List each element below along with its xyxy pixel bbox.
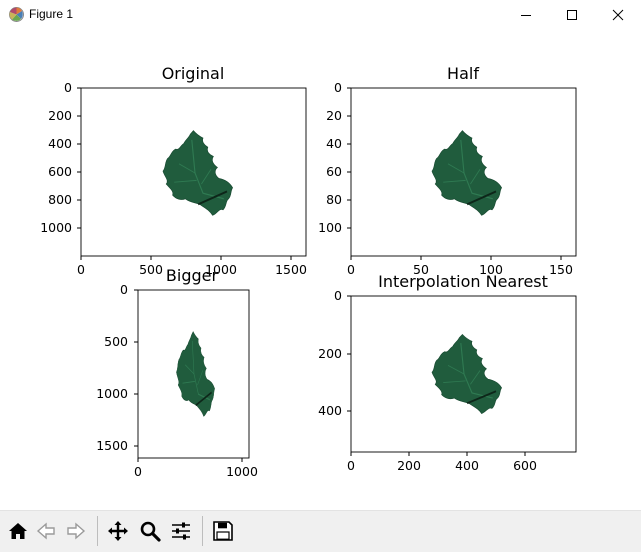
y-axis: 0 500 1000 1500 (96, 282, 138, 453)
figure-canvas[interactable]: Original 0 200 400 600 800 1000 0 500 10… (0, 30, 641, 510)
home-button[interactable] (4, 517, 32, 545)
window-title-bar: Figure 1 (0, 0, 641, 30)
y-tick-label: 800 (48, 192, 72, 207)
window-title: Figure 1 (29, 7, 74, 21)
matplotlib-app-icon (8, 6, 25, 23)
y-tick-label: 400 (48, 136, 72, 151)
zoom-button[interactable] (136, 517, 164, 545)
back-icon (36, 522, 55, 540)
navigation-toolbar (0, 510, 641, 552)
x-tick-label: 400 (455, 458, 479, 473)
x-tick-label: 50 (413, 262, 429, 277)
y-tick-label: 0 (64, 80, 72, 95)
x-tick-label: 1000 (226, 464, 258, 479)
y-tick-label: 400 (318, 403, 342, 418)
x-axis: 0 1000 (134, 458, 258, 479)
y-tick-label: 60 (326, 164, 342, 179)
y-tick-label: 600 (48, 164, 72, 179)
subplot-bigger: Bigger 0 500 1000 1500 0 1000 (96, 266, 258, 479)
forward-button[interactable] (62, 517, 90, 545)
subplot-half: Half 0 20 40 60 80 100 0 50 100 150 (318, 64, 577, 277)
configure-subplots-button[interactable] (167, 517, 195, 545)
x-axis: 0 50 100 150 (347, 256, 573, 277)
y-tick-label: 500 (104, 334, 128, 349)
y-axis: 0 200 400 600 800 1000 (40, 80, 81, 235)
x-tick-label: 0 (347, 458, 355, 473)
toolbar-separator (97, 516, 98, 546)
home-icon (9, 523, 27, 539)
subplot-original: Original 0 200 400 600 800 1000 0 500 10… (40, 64, 307, 277)
zoom-icon (140, 521, 161, 542)
y-axis: 0 200 400 (318, 288, 351, 418)
x-tick-label: 0 (77, 262, 85, 277)
pan-icon (108, 521, 128, 541)
back-button[interactable] (32, 517, 60, 545)
y-tick-label: 200 (318, 346, 342, 361)
x-tick-label: 200 (397, 458, 421, 473)
y-tick-label: 0 (120, 282, 128, 297)
y-tick-label: 0 (334, 80, 342, 95)
subplot-title: Interpolation Nearest (378, 272, 548, 291)
x-tick-label: 1000 (205, 262, 237, 277)
subplot-title: Half (447, 64, 479, 83)
forward-icon (67, 522, 86, 540)
x-tick-label: 0 (134, 464, 142, 479)
subplot-title: Bigger (166, 266, 219, 285)
minimize-icon (521, 15, 531, 16)
x-axis: 0 200 400 600 (347, 452, 537, 473)
pan-button[interactable] (104, 517, 132, 545)
maximize-button[interactable] (549, 0, 595, 30)
x-tick-label: 0 (347, 262, 355, 277)
y-tick-label: 0 (334, 288, 342, 303)
x-tick-label: 500 (139, 262, 163, 277)
x-axis: 0 500 1000 1500 (77, 256, 307, 277)
close-icon (612, 9, 624, 21)
subplot-title: Original (162, 64, 225, 83)
y-tick-label: 20 (326, 108, 342, 123)
x-tick-label: 600 (513, 458, 537, 473)
y-tick-label: 200 (48, 108, 72, 123)
configure-subplots-icon (172, 522, 190, 540)
save-icon (213, 521, 233, 541)
minimize-button[interactable] (503, 0, 549, 30)
y-axis: 0 20 40 60 80 100 (318, 80, 351, 235)
figure-svg: Original 0 200 400 600 800 1000 0 500 10… (40, 64, 577, 479)
save-button[interactable] (209, 517, 237, 545)
toolbar-separator (202, 516, 203, 546)
y-tick-label: 40 (326, 136, 342, 151)
maximize-icon (567, 10, 577, 20)
subplot-interpolation-nearest: Interpolation Nearest 0 200 400 0 200 40… (318, 272, 577, 473)
y-tick-label: 1500 (96, 438, 128, 453)
x-tick-label: 1500 (275, 262, 307, 277)
y-tick-label: 1000 (40, 220, 72, 235)
y-tick-label: 100 (318, 220, 342, 235)
x-tick-label: 150 (549, 262, 573, 277)
close-button[interactable] (595, 0, 641, 30)
y-tick-label: 1000 (96, 386, 128, 401)
y-tick-label: 80 (326, 192, 342, 207)
x-tick-label: 100 (479, 262, 503, 277)
